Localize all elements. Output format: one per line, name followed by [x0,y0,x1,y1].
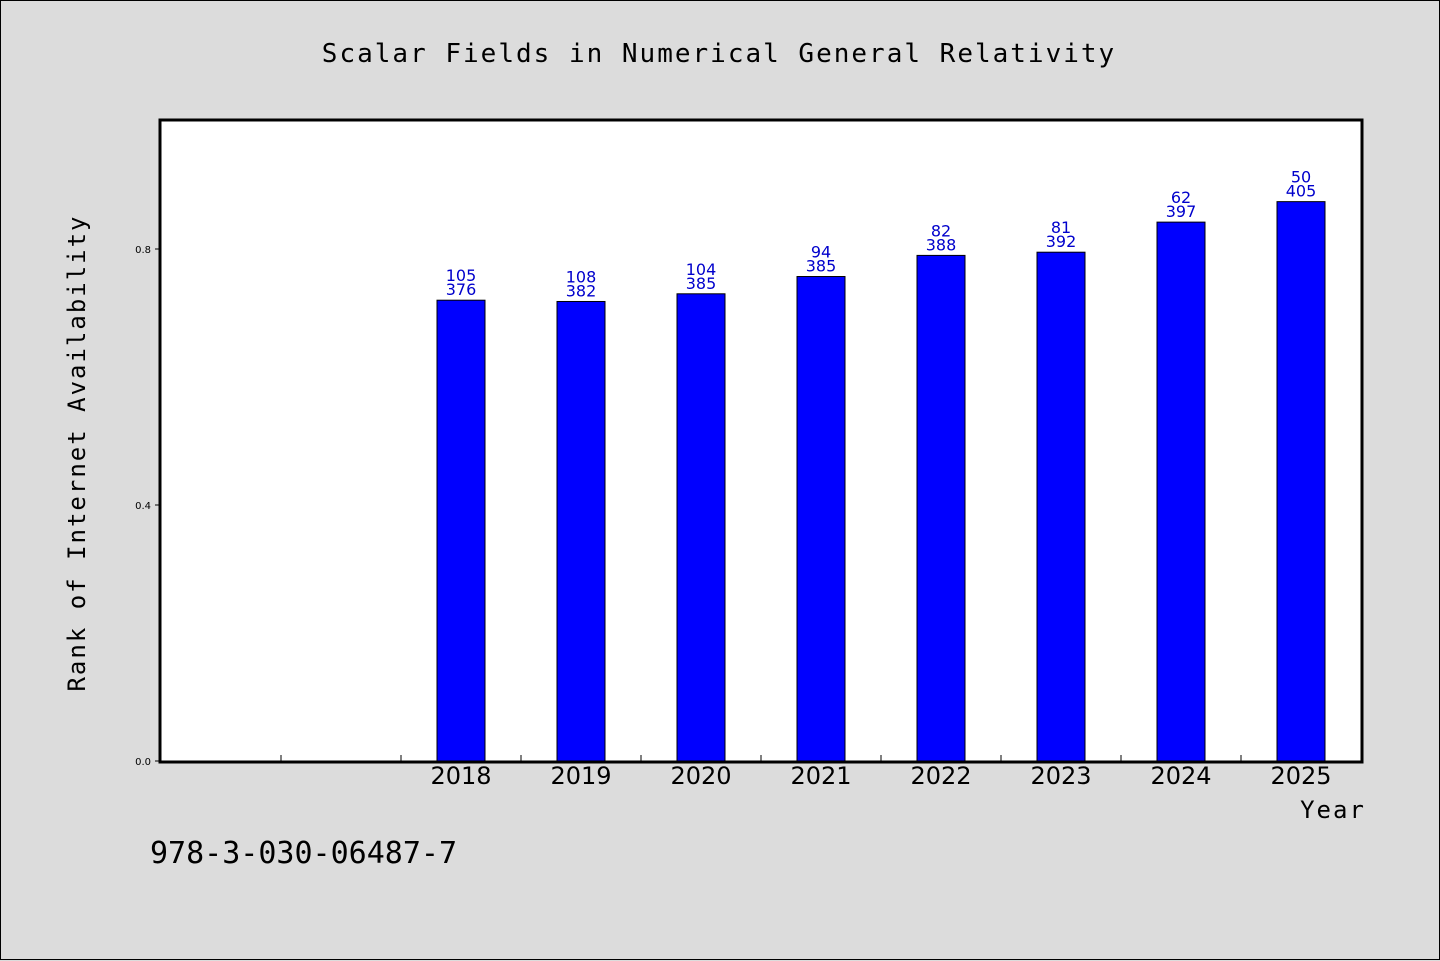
x-tick-label-2020: 2020 [670,762,731,790]
y-tick-label: 0.4 [135,501,151,512]
bar-2025 [1276,201,1326,762]
bar-2021 [796,276,846,762]
plot-area-border [158,118,1364,764]
bar-label-bottom-2021: 385 [806,257,837,276]
bar-label-top-2021: 94 [811,243,831,262]
bar-labels-group: 1053761083821043859438582388813926239750… [446,168,1317,301]
bar-label-top-2025: 50 [1291,168,1311,187]
x-axis-label: Year [1300,796,1366,824]
x-tick-label-2025: 2025 [1270,762,1331,790]
bar-label-top-2022: 82 [931,221,951,240]
bar-2023 [1036,251,1086,762]
bar-label-top-2019: 108 [566,267,597,286]
bar-2018 [436,299,486,762]
x-ticks-group: 2018 2019 2020 2021 2022 2023 2024 2025 [280,755,1332,790]
bar-label-top-2024: 62 [1171,188,1191,207]
y-axis-label: Rank of Internet Availability [63,214,91,691]
bar-label-bottom-2018: 376 [446,280,477,299]
bar-label-bottom-2024: 397 [1166,202,1197,221]
x-tick-label-2018: 2018 [430,762,491,790]
bar-label-bottom-2023: 392 [1046,232,1077,251]
x-tick-label-2023: 2023 [1030,762,1091,790]
bars-group [436,201,1326,762]
x-tick-label-2019: 2019 [550,762,611,790]
x-tick-label-2022: 2022 [910,762,971,790]
isbn-text: 978-3-030-06487-7 [150,836,457,871]
bar-label-top-2023: 81 [1051,218,1071,237]
y-ticks-group: 0.0 0.4 0.8 [135,245,161,768]
bar-label-bottom-2019: 382 [566,281,597,300]
x-tick-label-2021: 2021 [790,762,851,790]
chart-title: Scalar Fields in Numerical General Relat… [322,39,1116,69]
bar-label-top-2018: 105 [446,266,477,285]
bar-label-bottom-2020: 385 [686,274,717,293]
bar-2024 [1156,221,1206,762]
bar-2020 [676,293,726,762]
bar-2022 [916,254,966,762]
bar-2019 [556,300,606,762]
y-tick-label: 0.0 [135,757,151,768]
bar-label-top-2020: 104 [686,260,717,279]
bar-label-bottom-2022: 388 [926,235,957,254]
x-tick-label-2024: 2024 [1150,762,1211,790]
y-tick-label: 0.8 [135,245,151,256]
bar-label-bottom-2025: 405 [1286,182,1317,201]
